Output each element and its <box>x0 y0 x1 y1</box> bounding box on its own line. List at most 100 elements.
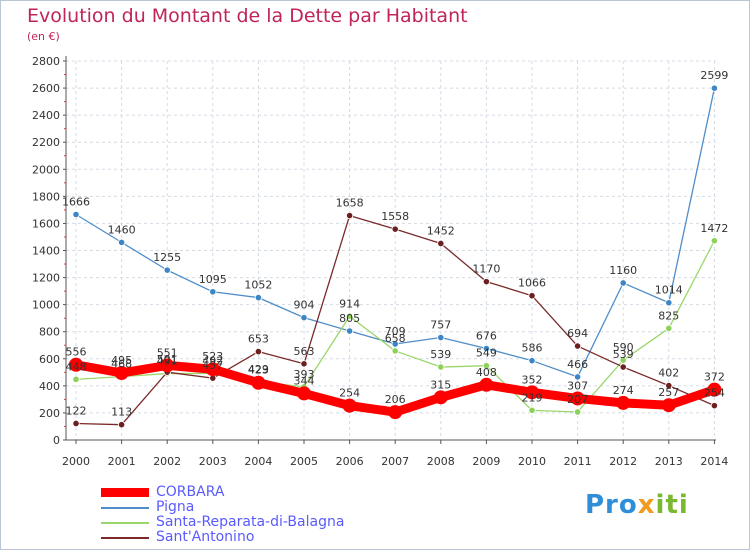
data-label-santa-reparata-di-balagna: 219 <box>522 391 543 404</box>
data-point-pigna <box>118 238 126 246</box>
data-label-santa-reparata-di-balagna: 207 <box>567 393 588 406</box>
data-point-corbara <box>69 357 83 372</box>
data-label-santa-reparata-di-balagna: 468 <box>111 358 132 371</box>
data-point-corbara <box>661 398 676 413</box>
data-point-corbara <box>297 386 311 401</box>
data-label-sant-antonino: 563 <box>294 345 315 358</box>
data-point-corbara <box>616 395 631 410</box>
data-point-corbara <box>114 365 129 380</box>
data-point-sant-antonino <box>345 211 354 220</box>
y-tick-label-1400: 1400 <box>32 245 60 258</box>
data-point-pigna <box>209 288 217 296</box>
data-point-sant-antonino <box>665 381 673 390</box>
y-tick-label-1200: 1200 <box>32 272 60 285</box>
data-label-corbara: 551 <box>157 346 178 359</box>
data-point-pigna <box>300 314 308 322</box>
grid <box>66 60 716 440</box>
data-point-santa-reparata-di-balagna <box>573 408 582 416</box>
data-label-pigna: 1095 <box>199 273 227 286</box>
y-tick-label-1000: 1000 <box>32 299 60 312</box>
data-label-santa-reparata-di-balagna: 429 <box>248 363 269 376</box>
data-label-corbara: 372 <box>704 371 725 384</box>
x-tick-label-2012: 2012 <box>609 455 637 468</box>
data-label-corbara: 344 <box>294 374 315 387</box>
x-tick-label-2006: 2006 <box>336 455 364 468</box>
data-label-pigna: 805 <box>339 312 360 325</box>
y-tick-label-2600: 2600 <box>32 82 60 95</box>
y-tick-label-600: 600 <box>39 353 60 366</box>
y-tick-label-2800: 2800 <box>32 55 60 68</box>
data-label-pigna: 466 <box>567 358 588 371</box>
series-group <box>69 84 722 429</box>
legend-label-corbara: CORBARA <box>156 484 225 500</box>
data-point-pigna <box>391 340 399 348</box>
data-point-santa-reparata-di-balagna <box>437 363 445 371</box>
data-label-pigna: 676 <box>476 329 497 342</box>
data-point-pigna <box>345 327 354 335</box>
legend-label-pigna: Pigna <box>156 499 195 515</box>
x-tick-label-2005: 2005 <box>290 455 318 468</box>
data-label-santa-reparata-di-balagna: 393 <box>294 368 315 381</box>
x-tick-label-2000: 2000 <box>62 455 90 468</box>
y-tick-label-400: 400 <box>39 380 60 393</box>
data-point-pigna <box>619 279 627 287</box>
data-label-santa-reparata-di-balagna: 914 <box>339 297 360 310</box>
data-label-corbara: 408 <box>476 366 497 379</box>
data-point-santa-reparata-di-balagna <box>391 347 399 355</box>
data-label-corbara: 315 <box>430 378 451 391</box>
y-tick-label-200: 200 <box>39 407 60 420</box>
data-point-pigna <box>482 344 490 353</box>
x-tick-label-2014: 2014 <box>700 455 728 468</box>
legend-label-santa-reparata: Santa-Reparata-di-Balagna <box>156 514 345 530</box>
data-label-sant-antonino: 1452 <box>427 224 455 237</box>
y-tick-label-1600: 1600 <box>32 217 60 230</box>
data-point-sant-antonino <box>528 292 536 300</box>
data-label-pigna: 586 <box>522 342 543 355</box>
data-point-santa-reparata-di-balagna <box>528 406 536 414</box>
data-point-corbara <box>707 382 722 397</box>
y-tick-label-1800: 1800 <box>32 190 60 203</box>
data-label-corbara: 307 <box>567 379 588 392</box>
x-tick-label-2009: 2009 <box>472 455 500 468</box>
data-point-sant-antonino <box>482 278 490 286</box>
x-tick-label-2010: 2010 <box>518 455 546 468</box>
data-point-sant-antonino <box>710 402 719 410</box>
legend-label-sant-antonino: Sant'Antonino <box>156 529 255 545</box>
data-label-santa-reparata-di-balagna: 448 <box>66 360 87 373</box>
data-label-santa-reparata-di-balagna: 491 <box>157 355 178 368</box>
legend-swatch-pigna <box>101 507 149 509</box>
data-point-corbara <box>433 390 448 405</box>
chart-title: Evolution du Montant de la Dette par Hab… <box>27 5 468 27</box>
data-point-corbara <box>479 377 494 392</box>
data-point-santa-reparata-di-balagna <box>665 324 673 332</box>
data-label-sant-antonino: 694 <box>567 327 588 340</box>
data-label-santa-reparata-di-balagna: 825 <box>658 309 679 322</box>
data-point-pigna <box>573 373 582 381</box>
data-label-pigna: 904 <box>294 299 315 312</box>
data-label-pigna: 757 <box>430 319 451 332</box>
data-label-sant-antonino: 653 <box>248 333 269 346</box>
y-tick-label-2000: 2000 <box>32 163 60 176</box>
data-point-pigna <box>437 333 445 342</box>
data-label-pigna: 1255 <box>153 251 181 264</box>
data-label-pigna: 709 <box>385 325 406 338</box>
data-point-sant-antonino <box>72 419 80 428</box>
data-label-sant-antonino: 457 <box>202 359 223 372</box>
data-point-sant-antonino <box>118 421 126 429</box>
data-point-corbara <box>160 358 175 373</box>
proxiti-logo: Proxiti <box>585 490 689 520</box>
data-label-corbara: 495 <box>111 354 132 367</box>
data-point-sant-antonino <box>300 360 308 368</box>
data-label-sant-antonino: 539 <box>613 348 634 361</box>
x-tick-label-2001: 2001 <box>108 455 136 468</box>
data-label-sant-antonino: 122 <box>66 404 87 417</box>
data-label-pigna: 1014 <box>655 284 683 297</box>
data-label-corbara: 352 <box>522 373 543 386</box>
x-tick-label-2007: 2007 <box>381 455 409 468</box>
y-tick-label-800: 800 <box>39 326 60 339</box>
chart-subtitle: (en €) <box>27 30 60 43</box>
data-point-pigna <box>528 357 536 365</box>
data-label-santa-reparata-di-balagna: 539 <box>430 348 451 361</box>
data-point-sant-antonino <box>254 348 262 356</box>
data-point-pigna <box>254 294 262 302</box>
